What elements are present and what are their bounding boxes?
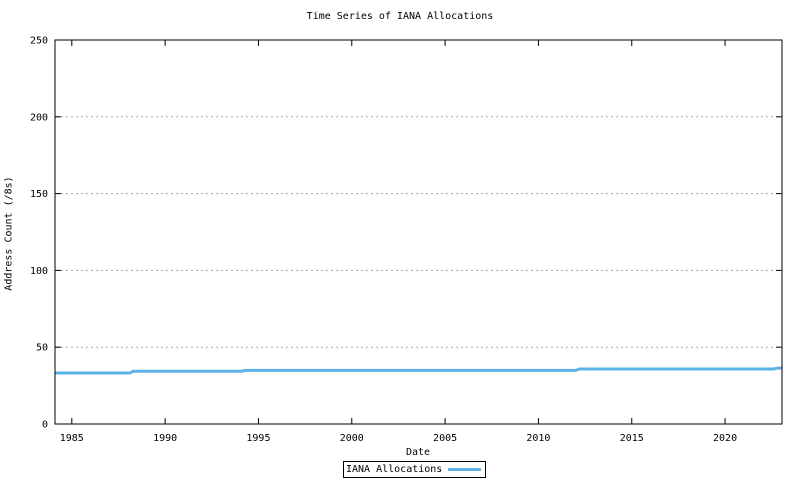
y-tick-label: 250 [30, 36, 48, 47]
legend: IANA Allocations [343, 461, 486, 478]
series-line [55, 366, 782, 375]
x-tick-label: 2020 [713, 433, 737, 444]
x-tick-label: 2015 [620, 433, 644, 444]
chart-title: Time Series of IANA Allocations [306, 11, 494, 22]
plot-border [54, 39, 783, 425]
y-tick-label: 100 [30, 266, 48, 277]
x-tick-label: 2005 [433, 433, 457, 444]
legend-line-sample [448, 468, 482, 471]
x-tick-label: 2010 [526, 433, 550, 444]
legend-label: IANA Allocations [346, 464, 443, 475]
y-tick-label: 150 [30, 189, 48, 200]
y-axis-label: Address Count (/8s) [3, 176, 15, 291]
y-tick-label: 200 [30, 112, 48, 123]
y-tick-label: 50 [36, 343, 48, 354]
y-tick-label: 0 [42, 420, 48, 431]
x-tick-label: 1990 [153, 433, 177, 444]
x-tick-label: 2000 [340, 433, 364, 444]
x-tick-label: 1985 [60, 433, 84, 444]
x-axis-label: Date [405, 447, 431, 458]
x-tick-label: 1995 [246, 433, 270, 444]
